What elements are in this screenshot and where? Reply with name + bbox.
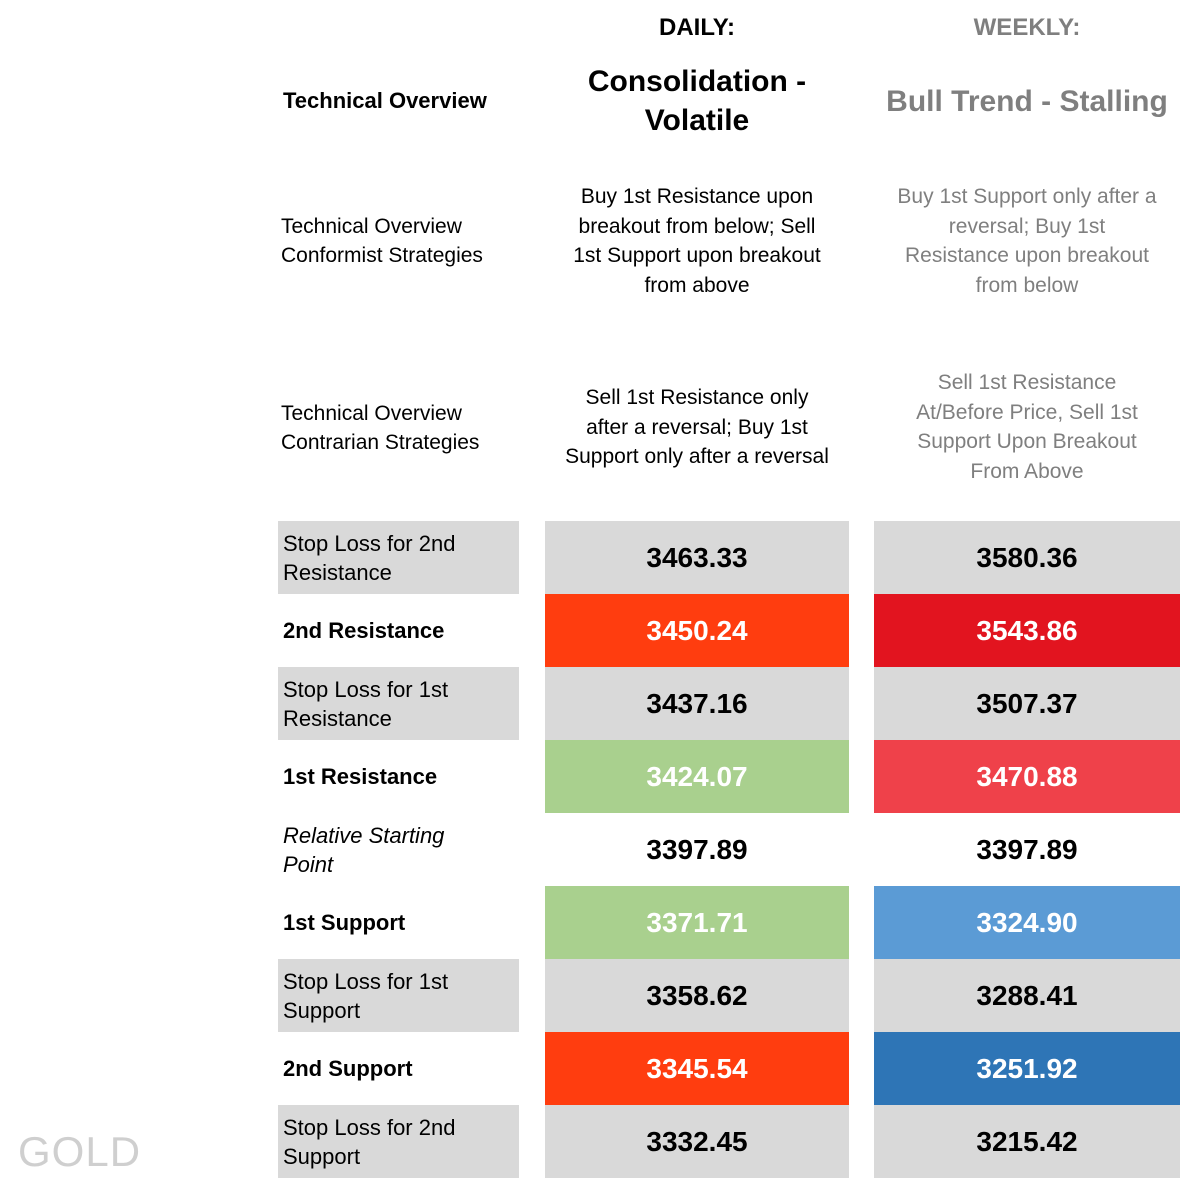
daily-stop-loss-1st-support: 3358.62: [545, 959, 849, 1032]
row-label-line: Stop Loss for 2nd: [283, 1114, 456, 1140]
conformist-label: Technical Overview Conformist Strategies: [281, 212, 519, 270]
daily-stop-loss-2nd-resistance: 3463.33: [545, 521, 849, 594]
daily-2nd-support: 3345.54: [545, 1032, 849, 1105]
row-label-relative-starting-point: Relative Starting Point: [278, 813, 519, 886]
weekly-2nd-support: 3251.92: [874, 1032, 1180, 1105]
strategy-line: Support Upon Breakout: [917, 430, 1137, 453]
row-label-1st-support: 1st Support: [278, 886, 519, 959]
daily-stop-loss-1st-resistance: 3437.16: [545, 667, 849, 740]
row-label-line: 1st Support: [283, 910, 406, 935]
daily-overview-line: Consolidation -: [587, 65, 807, 98]
row-label-stop-loss-2nd-support: Stop Loss for 2nd Support: [278, 1105, 519, 1178]
strategy-line: At/Before Price, Sell 1st: [916, 400, 1138, 424]
weekly-contrarian-strategy: Sell 1st Resistance At/Before Price, Sel…: [874, 368, 1180, 486]
conformist-label-line: Conformist Strategies: [281, 244, 483, 267]
weekly-stop-loss-1st-resistance: 3507.37: [874, 667, 1180, 740]
daily-conformist-strategy: Buy 1st Resistance upon breakout from be…: [545, 182, 849, 300]
row-label-2nd-resistance: 2nd Resistance: [278, 594, 519, 667]
row-label-line: Relative Starting: [283, 822, 445, 848]
conformist-label-line: Technical Overview: [281, 215, 462, 238]
row-label-line: 2nd Resistance: [283, 618, 445, 643]
weekly-2nd-resistance: 3543.86: [874, 594, 1180, 667]
weekly-1st-resistance: 3470.88: [874, 740, 1180, 813]
strategy-line: Buy 1st Resistance upon: [580, 185, 814, 208]
strategy-line: from below: [975, 273, 1079, 297]
weekly-stop-loss-2nd-resistance: 3580.36: [874, 521, 1180, 594]
row-label-2nd-support: 2nd Support: [278, 1032, 519, 1105]
daily-overview: Consolidation - Volatile: [545, 62, 849, 140]
contrarian-label-line: Contrarian Strategies: [281, 431, 480, 454]
weekly-stop-loss-1st-support: 3288.41: [874, 959, 1180, 1032]
strategy-line: From Above: [970, 459, 1084, 483]
daily-2nd-resistance: 3450.24: [545, 594, 849, 667]
daily-contrarian-strategy: Sell 1st Resistance only after a reversa…: [545, 383, 849, 472]
daily-1st-support: 3371.71: [545, 886, 849, 959]
daily-stop-loss-2nd-support: 3332.45: [545, 1105, 849, 1178]
strategy-line: Sell 1st Resistance: [937, 371, 1117, 394]
strategy-line: Buy 1st Support only after a: [897, 185, 1157, 208]
row-label-line: Stop Loss for 1st: [283, 676, 449, 702]
strategy-line: Support only after a reversal: [565, 445, 829, 468]
row-label-line: Stop Loss for 2nd: [283, 530, 456, 556]
strategy-line: from above: [644, 273, 750, 297]
row-label-line: Stop Loss for 1st: [283, 968, 449, 994]
weekly-header: WEEKLY:: [973, 14, 1081, 41]
weekly-conformist-strategy: Buy 1st Support only after a reversal; B…: [874, 182, 1180, 300]
strategy-line: reversal; Buy 1st: [948, 214, 1106, 238]
row-label-line: Resistance: [283, 705, 392, 731]
daily-header: DAILY:: [658, 14, 735, 41]
daily-1st-resistance: 3424.07: [545, 740, 849, 813]
row-label-1st-resistance: 1st Resistance: [278, 740, 519, 813]
strategy-line: after a reversal; Buy 1st: [586, 415, 808, 439]
strategy-line: breakout from below; Sell: [578, 214, 816, 238]
row-label-line: Support: [283, 997, 361, 1023]
row-label-line: Point: [283, 851, 334, 877]
strategy-line: Sell 1st Resistance only: [585, 386, 809, 409]
weekly-1st-support: 3324.90: [874, 886, 1180, 959]
contrarian-label: Technical Overview Contrarian Strategies: [281, 399, 519, 457]
daily-relative-starting-point: 3397.89: [545, 813, 849, 886]
daily-overview-line: Volatile: [644, 104, 750, 137]
strategy-line: Resistance upon breakout: [905, 244, 1149, 267]
contrarian-label-line: Technical Overview: [281, 402, 462, 425]
row-label-line: Resistance: [283, 559, 392, 585]
gold-watermark: GOLD: [18, 1128, 142, 1175]
row-label-stop-loss-1st-support: Stop Loss for 1st Support: [278, 959, 519, 1032]
weekly-stop-loss-2nd-support: 3215.42: [874, 1105, 1180, 1178]
row-label-line: Support: [283, 1143, 361, 1169]
technical-overview-label: Technical Overview: [283, 88, 487, 113]
weekly-overview: Bull Trend - Stalling: [886, 85, 1168, 118]
row-label-line: 2nd Support: [283, 1056, 413, 1081]
weekly-relative-starting-point: 3397.89: [874, 813, 1180, 886]
row-label-stop-loss-2nd-resistance: Stop Loss for 2nd Resistance: [278, 521, 519, 594]
row-label-line: 1st Resistance: [283, 764, 438, 789]
strategy-line: 1st Support upon breakout: [573, 244, 821, 267]
row-label-stop-loss-1st-resistance: Stop Loss for 1st Resistance: [278, 667, 519, 740]
